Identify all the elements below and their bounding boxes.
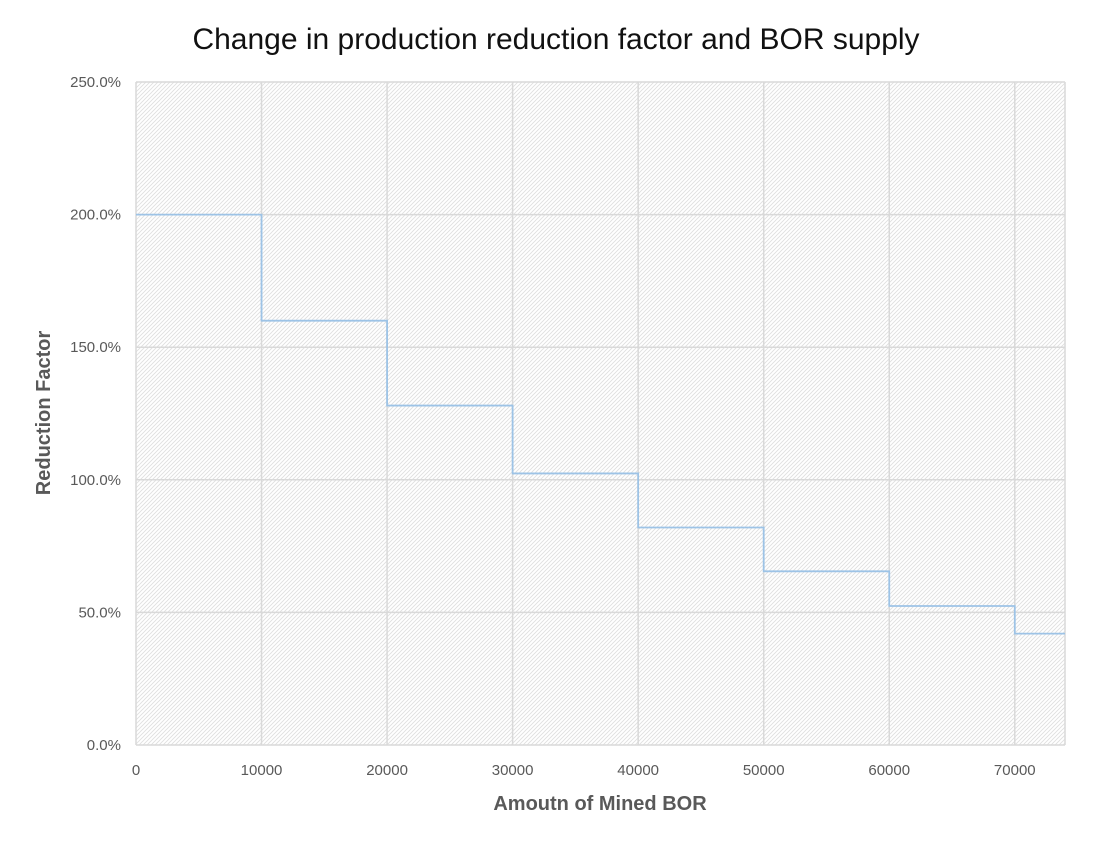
y-tick-label: 0.0% bbox=[87, 737, 121, 754]
x-axis-title: Amoutn of Mined BOR bbox=[493, 793, 707, 815]
y-tick-label: 250.0% bbox=[70, 74, 121, 91]
x-tick-label: 20000 bbox=[366, 762, 408, 779]
x-tick-label: 50000 bbox=[743, 762, 785, 779]
y-tick-label: 50.0% bbox=[78, 604, 121, 621]
x-tick-label: 0 bbox=[132, 762, 140, 779]
y-tick-label: 150.0% bbox=[70, 339, 121, 356]
x-tick-label: 30000 bbox=[492, 762, 534, 779]
plot-area bbox=[136, 82, 1065, 745]
series-line bbox=[136, 213, 1065, 635]
x-tick-label: 10000 bbox=[241, 762, 283, 779]
x-axis: 0 10000 20000 30000 40000 50000 60000 70000 bbox=[132, 762, 1036, 779]
x-tick-label: 40000 bbox=[617, 762, 659, 779]
y-axis-title: Reduction Factor bbox=[33, 331, 55, 496]
x-tick-label: 70000 bbox=[994, 762, 1036, 779]
x-tick-label: 60000 bbox=[868, 762, 910, 779]
chart-title: Change in production reduction factor an… bbox=[192, 23, 919, 56]
y-tick-label: 200.0% bbox=[70, 207, 121, 224]
y-tick-label: 100.0% bbox=[70, 472, 121, 489]
y-axis: 0.0% 50.0% 100.0% 150.0% 200.0% 250.0% bbox=[70, 74, 121, 754]
series-layer bbox=[136, 213, 1065, 635]
